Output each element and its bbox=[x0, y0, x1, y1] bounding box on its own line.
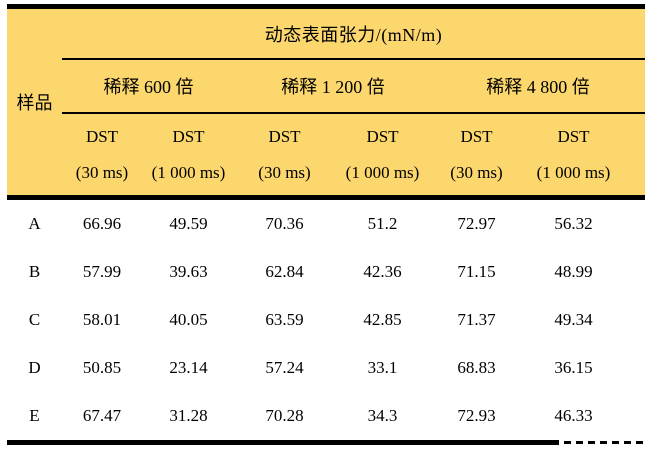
value-cell: 51.2 bbox=[334, 197, 431, 248]
value-cell: 57.24 bbox=[235, 344, 334, 392]
value-cell: 39.63 bbox=[142, 248, 235, 296]
table-row: E 67.47 31.28 70.28 34.3 72.93 46.33 bbox=[7, 392, 646, 440]
table-row: B 57.99 39.63 62.84 42.36 71.15 48.99 bbox=[7, 248, 646, 296]
value-cell: 71.15 bbox=[431, 248, 522, 296]
value-cell: 31.28 bbox=[142, 392, 235, 440]
dst-table: 样品 动态表面张力/(mN/m) 稀释 600 倍 稀释 1 200 倍 稀释 … bbox=[7, 4, 646, 445]
value-cell: 49.34 bbox=[522, 296, 646, 344]
value-cell: 68.83 bbox=[431, 344, 522, 392]
group-header-dilution-1200: 稀释 1 200 倍 bbox=[235, 59, 431, 114]
sample-cell: D bbox=[7, 344, 62, 392]
sub-header-line1: DST bbox=[366, 127, 399, 146]
sample-column-header: 样品 bbox=[7, 6, 62, 200]
sub-header-line2: (1 000 ms) bbox=[345, 163, 420, 182]
data-table: 样品 动态表面张力/(mN/m) 稀释 600 倍 稀释 1 200 倍 稀释 … bbox=[7, 4, 646, 440]
sub-header-line2: (30 ms) bbox=[75, 163, 129, 182]
bottom-rule bbox=[7, 440, 645, 445]
table-span-title: 动态表面张力/(mN/m) bbox=[62, 6, 646, 60]
sample-cell: C bbox=[7, 296, 62, 344]
table-body: A 66.96 49.59 70.36 51.2 72.97 56.32 B 5… bbox=[7, 197, 646, 440]
table-header: 样品 动态表面张力/(mN/m) 稀释 600 倍 稀释 1 200 倍 稀释 … bbox=[7, 6, 646, 200]
sample-cell: A bbox=[7, 197, 62, 248]
table-row: A 66.96 49.59 70.36 51.2 72.97 56.32 bbox=[7, 197, 646, 248]
sub-header-line2: (30 ms) bbox=[258, 163, 311, 182]
value-cell: 70.28 bbox=[235, 392, 334, 440]
border-artifact bbox=[564, 441, 645, 444]
value-cell: 23.14 bbox=[142, 344, 235, 392]
sub-header-dst-30ms-3: DST (30 ms) bbox=[431, 113, 522, 200]
value-cell: 50.85 bbox=[62, 344, 142, 392]
header-row-groups: 稀释 600 倍 稀释 1 200 倍 稀释 4 800 倍 bbox=[7, 59, 646, 114]
group-header-dilution-4800: 稀释 4 800 倍 bbox=[431, 59, 646, 114]
value-cell: 72.97 bbox=[431, 197, 522, 248]
table-row: C 58.01 40.05 63.59 42.85 71.37 49.34 bbox=[7, 296, 646, 344]
value-cell: 33.1 bbox=[334, 344, 431, 392]
value-cell: 49.59 bbox=[142, 197, 235, 248]
value-cell: 72.93 bbox=[431, 392, 522, 440]
value-cell: 67.47 bbox=[62, 392, 142, 440]
value-cell: 34.3 bbox=[334, 392, 431, 440]
value-cell: 42.36 bbox=[334, 248, 431, 296]
value-cell: 48.99 bbox=[522, 248, 646, 296]
sub-header-line2: (1 000 ms) bbox=[151, 163, 226, 182]
value-cell: 57.99 bbox=[62, 248, 142, 296]
value-cell: 46.33 bbox=[522, 392, 646, 440]
value-cell: 36.15 bbox=[522, 344, 646, 392]
sub-header-line2: (1 000 ms) bbox=[536, 163, 611, 182]
sub-header-dst-1000ms-1: DST (1 000 ms) bbox=[142, 113, 235, 200]
value-cell: 66.96 bbox=[62, 197, 142, 248]
sub-header-dst-1000ms-3: DST (1 000 ms) bbox=[522, 113, 646, 200]
value-cell: 58.01 bbox=[62, 296, 142, 344]
header-row-title: 样品 动态表面张力/(mN/m) bbox=[7, 6, 646, 200]
sub-header-line1: DST bbox=[557, 127, 590, 146]
value-cell: 70.36 bbox=[235, 197, 334, 248]
sub-header-dst-1000ms-2: DST (1 000 ms) bbox=[334, 113, 431, 200]
value-cell: 40.05 bbox=[142, 296, 235, 344]
value-cell: 62.84 bbox=[235, 248, 334, 296]
sub-header-line1: DST bbox=[268, 127, 301, 146]
sub-header-dst-30ms-1: DST (30 ms) bbox=[62, 113, 142, 200]
sub-header-line1: DST bbox=[172, 127, 205, 146]
sub-header-line1: DST bbox=[85, 127, 119, 146]
value-cell: 63.59 bbox=[235, 296, 334, 344]
value-cell: 71.37 bbox=[431, 296, 522, 344]
sample-cell: E bbox=[7, 392, 62, 440]
group-header-dilution-600: 稀释 600 倍 bbox=[62, 59, 235, 114]
bottom-rule-solid bbox=[7, 440, 559, 445]
value-cell: 56.32 bbox=[522, 197, 646, 248]
sub-header-line2: (30 ms) bbox=[450, 163, 503, 182]
table-row: D 50.85 23.14 57.24 33.1 68.83 36.15 bbox=[7, 344, 646, 392]
sub-header-dst-30ms-2: DST (30 ms) bbox=[235, 113, 334, 200]
sub-header-line1: DST bbox=[460, 127, 493, 146]
sample-cell: B bbox=[7, 248, 62, 296]
header-row-sub: DST (30 ms) DST (1 000 ms) DST (30 ms) D… bbox=[7, 113, 646, 200]
value-cell: 42.85 bbox=[334, 296, 431, 344]
